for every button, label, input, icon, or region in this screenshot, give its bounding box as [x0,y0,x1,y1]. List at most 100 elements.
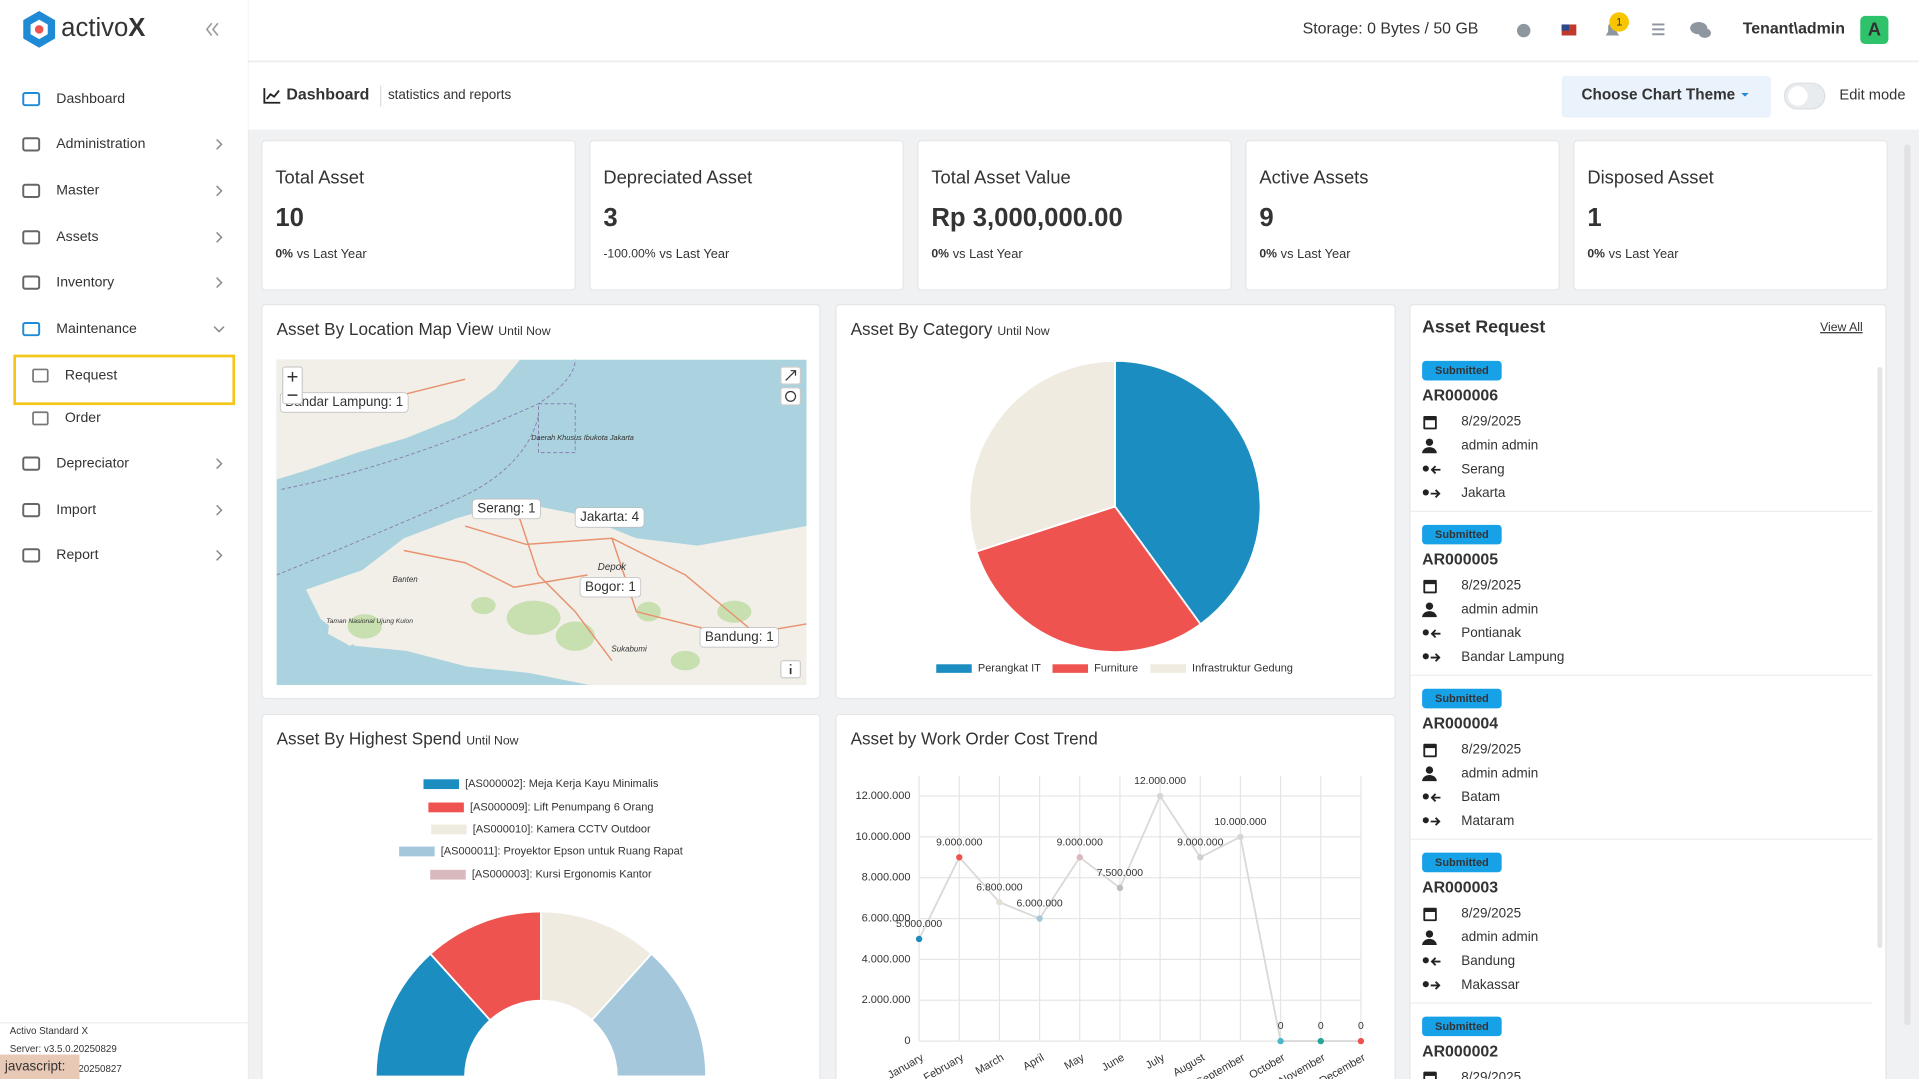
request-date: 8/29/2025 [1461,1069,1521,1079]
view-all-link[interactable]: View All [1820,320,1863,334]
panel-title: Asset by Work Order Cost Trend [851,729,1098,749]
stat-value: 3 [603,204,617,232]
request-user: admin admin [1461,765,1538,780]
calendar-icon-grid [1425,420,1435,428]
request-id[interactable]: AR000006 [1422,388,1498,405]
status-badge-label: Submitted [1435,529,1489,541]
request-id[interactable]: AR000003 [1422,879,1498,896]
user-icon [1425,602,1434,610]
edit-mode-label: Edit mode [1839,87,1905,103]
line-point[interactable] [1317,1037,1324,1045]
map-boundary [538,403,576,454]
menu-item[interactable]: Dashboard [56,90,125,106]
submenu-icon [32,368,49,383]
avatar[interactable] [1860,15,1889,45]
request-user: admin admin [1461,929,1538,944]
menu-item[interactable]: Depreciator [56,454,129,470]
stat-card [917,140,1232,291]
user-icon [1425,766,1434,774]
collapse-button[interactable] [205,22,219,36]
chat-icon [1698,28,1711,38]
menu-item[interactable]: Inventory [56,273,114,289]
request-id[interactable]: AR000002 [1422,1043,1498,1060]
map-marker-label: Jakarta: 4 [580,509,640,524]
request-id[interactable]: AR000005 [1422,552,1498,569]
request-id[interactable]: AR000004 [1422,715,1498,732]
map-fullscreen-icon [785,370,797,381]
request-date: 8/29/2025 [1461,578,1521,593]
request-from: Pontianak [1461,625,1521,640]
request-date: 8/29/2025 [1461,414,1521,429]
request-to: Bandar Lampung [1461,649,1564,664]
stat-card [1573,140,1888,291]
active-highlight [13,354,236,406]
destination-icon [1422,817,1429,824]
map-marker-label: Bandar Lampung: 1 [285,394,403,409]
menu-item[interactable]: Assets [56,228,98,244]
legend-swatch [1150,664,1186,673]
map-marker[interactable] [579,577,642,598]
destination-arrow [1430,981,1441,990]
sidebar [0,0,249,1079]
map-marker[interactable] [574,507,645,528]
map-marker[interactable] [279,392,409,413]
line-point[interactable] [915,935,923,943]
pie-slice[interactable] [968,359,1116,553]
submenu-item[interactable]: Request [65,366,117,382]
menu-item[interactable]: Master [56,182,99,198]
submenu-item[interactable]: Order [65,409,101,425]
theme-button[interactable] [1561,75,1771,118]
data-label: 0 [1318,1021,1324,1032]
menu-icon [22,91,41,107]
pie-slice[interactable] [975,505,1202,653]
line-point[interactable] [996,899,1003,906]
origin-arrow [1430,629,1441,639]
map-road [513,501,613,662]
line-point[interactable] [1277,1037,1284,1045]
request-date: 8/29/2025 [1461,905,1521,920]
data-label: 12.000.000 [1134,776,1186,787]
request-from: Bandung [1461,953,1515,968]
legend-swatch [1052,664,1089,673]
legend-swatch [399,846,435,857]
calendar-icon-grid [1425,912,1435,920]
menu-item[interactable]: Maintenance [56,320,137,336]
line-point[interactable] [1076,854,1083,861]
line-point[interactable] [1156,792,1164,800]
legend-label: [AS000010]: Kamera CCTV Outdoor [473,823,651,835]
line-point[interactable] [956,854,963,861]
stat-period: vs Last Year [297,246,368,261]
line-point[interactable] [1357,1037,1365,1045]
user-name[interactable]: Tenant\admin [1743,21,1845,38]
line-point[interactable] [1197,854,1204,861]
request-from: Batam [1461,789,1500,804]
pie-slice[interactable] [1114,359,1262,626]
panel [1409,304,1887,1079]
origin-arrow [1430,957,1441,966]
language-flag-canton [1561,24,1569,31]
user-icon [1425,930,1434,938]
map-road [403,549,588,588]
destination-arrow [1430,489,1441,498]
map-zoom-icons [287,371,298,396]
help-icon[interactable] [1516,23,1531,38]
calendar-icon-grid [1425,748,1435,756]
menu-icon [22,548,41,563]
map-marker[interactable] [699,627,779,648]
map-forest [347,614,382,639]
line-point[interactable] [1116,884,1124,892]
calendar-icon-grid [1425,584,1435,592]
map-reset-button[interactable] [780,387,802,406]
submenu-icon [32,411,49,426]
menu-item[interactable]: Report [56,546,98,562]
line-point[interactable] [1237,833,1244,841]
map-forest [506,600,561,635]
line-point[interactable] [1036,915,1043,922]
menu-item[interactable]: Import [56,501,96,517]
menu-item[interactable]: Administration [56,135,145,151]
map-marker[interactable] [472,498,541,520]
logo-icon-dot [34,25,44,34]
notification-badge [1609,12,1629,32]
menu-icon [22,503,41,518]
menu-chevron [216,504,223,516]
